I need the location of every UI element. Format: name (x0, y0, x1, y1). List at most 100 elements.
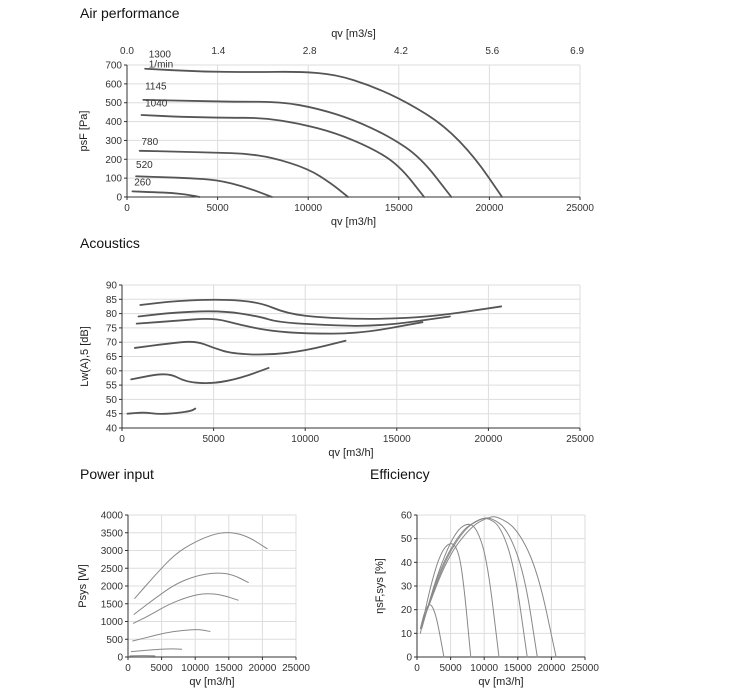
power-x-tick-label: 5000 (150, 663, 173, 674)
air-x-tick-label: 20000 (475, 203, 503, 214)
air-series-line-4 (135, 175, 273, 198)
air-y-tick-label: 300 (105, 136, 122, 147)
acoustics-series-line-0 (139, 298, 503, 320)
efficiency-y-tick-label: 30 (401, 582, 413, 593)
air-top-tick-label: 2.8 (303, 46, 317, 57)
acoustics-y-tick-label: 45 (106, 409, 118, 420)
power-series-line-2 (132, 593, 239, 624)
acoustics-y-tick-label: 80 (106, 309, 118, 320)
acoustics-x-tick-label: 5000 (202, 434, 225, 445)
air-series-line-5 (131, 190, 201, 198)
acoustics-y-tick-label: 90 (106, 281, 118, 292)
efficiency-y-axis-label: ηsF,sys [%] (374, 558, 386, 614)
air-top-tick-label: 0.0 (120, 46, 134, 57)
air-series-line-2 (140, 114, 426, 198)
efficiency-y-tick-label: 0 (406, 653, 412, 664)
air-curve-label: 520 (136, 160, 153, 171)
efficiency-y-tick-label: 60 (401, 511, 413, 522)
power-series-line-0 (134, 532, 268, 599)
air-curve-label: 1145 (145, 82, 167, 93)
efficiency-x-tick-label: 25000 (571, 663, 599, 674)
acoustics-x-tick-label: 20000 (474, 434, 502, 445)
acoustics-y-tick-label: 55 (106, 381, 118, 392)
acoustics-series-line-5 (126, 407, 197, 415)
efficiency-x-tick-label: 10000 (470, 663, 498, 674)
air-top-tick-label: 5.6 (485, 46, 499, 57)
power-y-tick-label: 1500 (101, 599, 124, 610)
power-series-line-3 (132, 629, 211, 642)
efficiency-x-tick-label: 5000 (439, 663, 462, 674)
power-y-tick-label: 2000 (101, 582, 124, 593)
air-y-tick-label: 600 (105, 79, 122, 90)
power-x-tick-label: 0 (125, 663, 131, 674)
acoustics-y-tick-label: 65 (106, 352, 118, 363)
acoustics-y-tick-label: 40 (106, 424, 118, 435)
efficiency-x-axis-label: qv [m3/h] (478, 676, 523, 688)
acoustics-x-tick-label: 10000 (291, 434, 319, 445)
power-y-tick-label: 500 (106, 635, 123, 646)
acoustics-title: Acoustics (80, 235, 140, 251)
acoustics-y-axis-label: Lw(A),5 [dB] (79, 326, 91, 387)
acoustics-x-axis-label: qv [m3/h] (328, 447, 373, 459)
efficiency-series-line-2 (421, 523, 500, 658)
acoustics-y-tick-label: 50 (106, 395, 118, 406)
air-top-tick-label: 6.9 (570, 46, 584, 57)
efficiency-y-tick-label: 20 (401, 605, 413, 616)
power-y-tick-label: 3000 (101, 546, 124, 557)
acoustics-y-tick-label: 60 (106, 366, 118, 377)
power-x-axis-label: qv [m3/h] (189, 676, 234, 688)
acoustics-y-tick-label: 70 (106, 338, 118, 349)
power-y-tick-label: 1000 (101, 617, 124, 628)
air-x-tick-label: 15000 (385, 203, 413, 214)
air-y-tick-label: 200 (105, 155, 122, 166)
efficiency-x-tick-label: 0 (414, 663, 420, 674)
efficiency-series-line-0 (419, 604, 445, 658)
power-y-tick-label: 0 (117, 653, 123, 664)
air-y-tick-label: 500 (105, 98, 122, 109)
acoustics-series-line-3 (133, 339, 347, 356)
air-top-tick-label: 1.4 (211, 46, 225, 57)
air-y-tick-label: 700 (105, 61, 122, 72)
air-curve-label: 1040 (145, 98, 168, 109)
air-performance-title: Air performance (80, 5, 180, 21)
air-top-tick-label: 4.2 (394, 46, 408, 57)
power-x-tick-label: 25000 (282, 663, 310, 674)
acoustics-y-tick-label: 75 (106, 323, 118, 334)
power-series-line-1 (133, 572, 249, 615)
efficiency-x-tick-label: 20000 (537, 663, 565, 674)
air-x-tick-label: 25000 (566, 203, 594, 214)
efficiency-series-line-4 (422, 517, 538, 658)
efficiency-y-tick-label: 50 (401, 534, 413, 545)
efficiency-title: Efficiency (370, 466, 430, 482)
air-x-tick-label: 10000 (294, 203, 322, 214)
acoustics-x-tick-label: 0 (119, 434, 125, 445)
acoustics-series-line-1 (137, 310, 451, 327)
air-x-tick-label: 5000 (206, 203, 229, 214)
air-series-line-0 (144, 67, 503, 198)
air-curve-sublabel: 1/min (149, 59, 173, 70)
air-curve-label: 1300 (149, 49, 172, 60)
air-y-axis-label: psF [Pa] (78, 111, 90, 152)
acoustics-series-line-2 (135, 318, 424, 335)
power-y-tick-label: 3500 (101, 528, 124, 539)
air-series-line-3 (138, 149, 349, 198)
air-y-tick-label: 100 (105, 174, 122, 185)
acoustics-y-tick-label: 85 (106, 295, 118, 306)
efficiency-series-line-5 (423, 516, 557, 658)
air-series-line-1 (142, 98, 453, 198)
acoustics-series-line-4 (130, 367, 270, 384)
power-y-tick-label: 4000 (101, 511, 124, 522)
air-top-axis-label: qv [m3/s] (331, 28, 376, 40)
power-y-axis-label: Psys [W] (77, 564, 89, 607)
power-x-tick-label: 20000 (248, 663, 276, 674)
acoustics-x-tick-label: 15000 (383, 434, 411, 445)
power-x-tick-label: 15000 (215, 663, 243, 674)
air-curve-label: 780 (141, 137, 158, 148)
efficiency-y-tick-label: 40 (401, 558, 413, 569)
acoustics-x-tick-label: 25000 (566, 434, 594, 445)
power-input-title: Power input (80, 466, 154, 482)
power-series-line-4 (130, 648, 183, 653)
air-x-tick-label: 0 (124, 203, 130, 214)
power-x-tick-label: 10000 (181, 663, 209, 674)
